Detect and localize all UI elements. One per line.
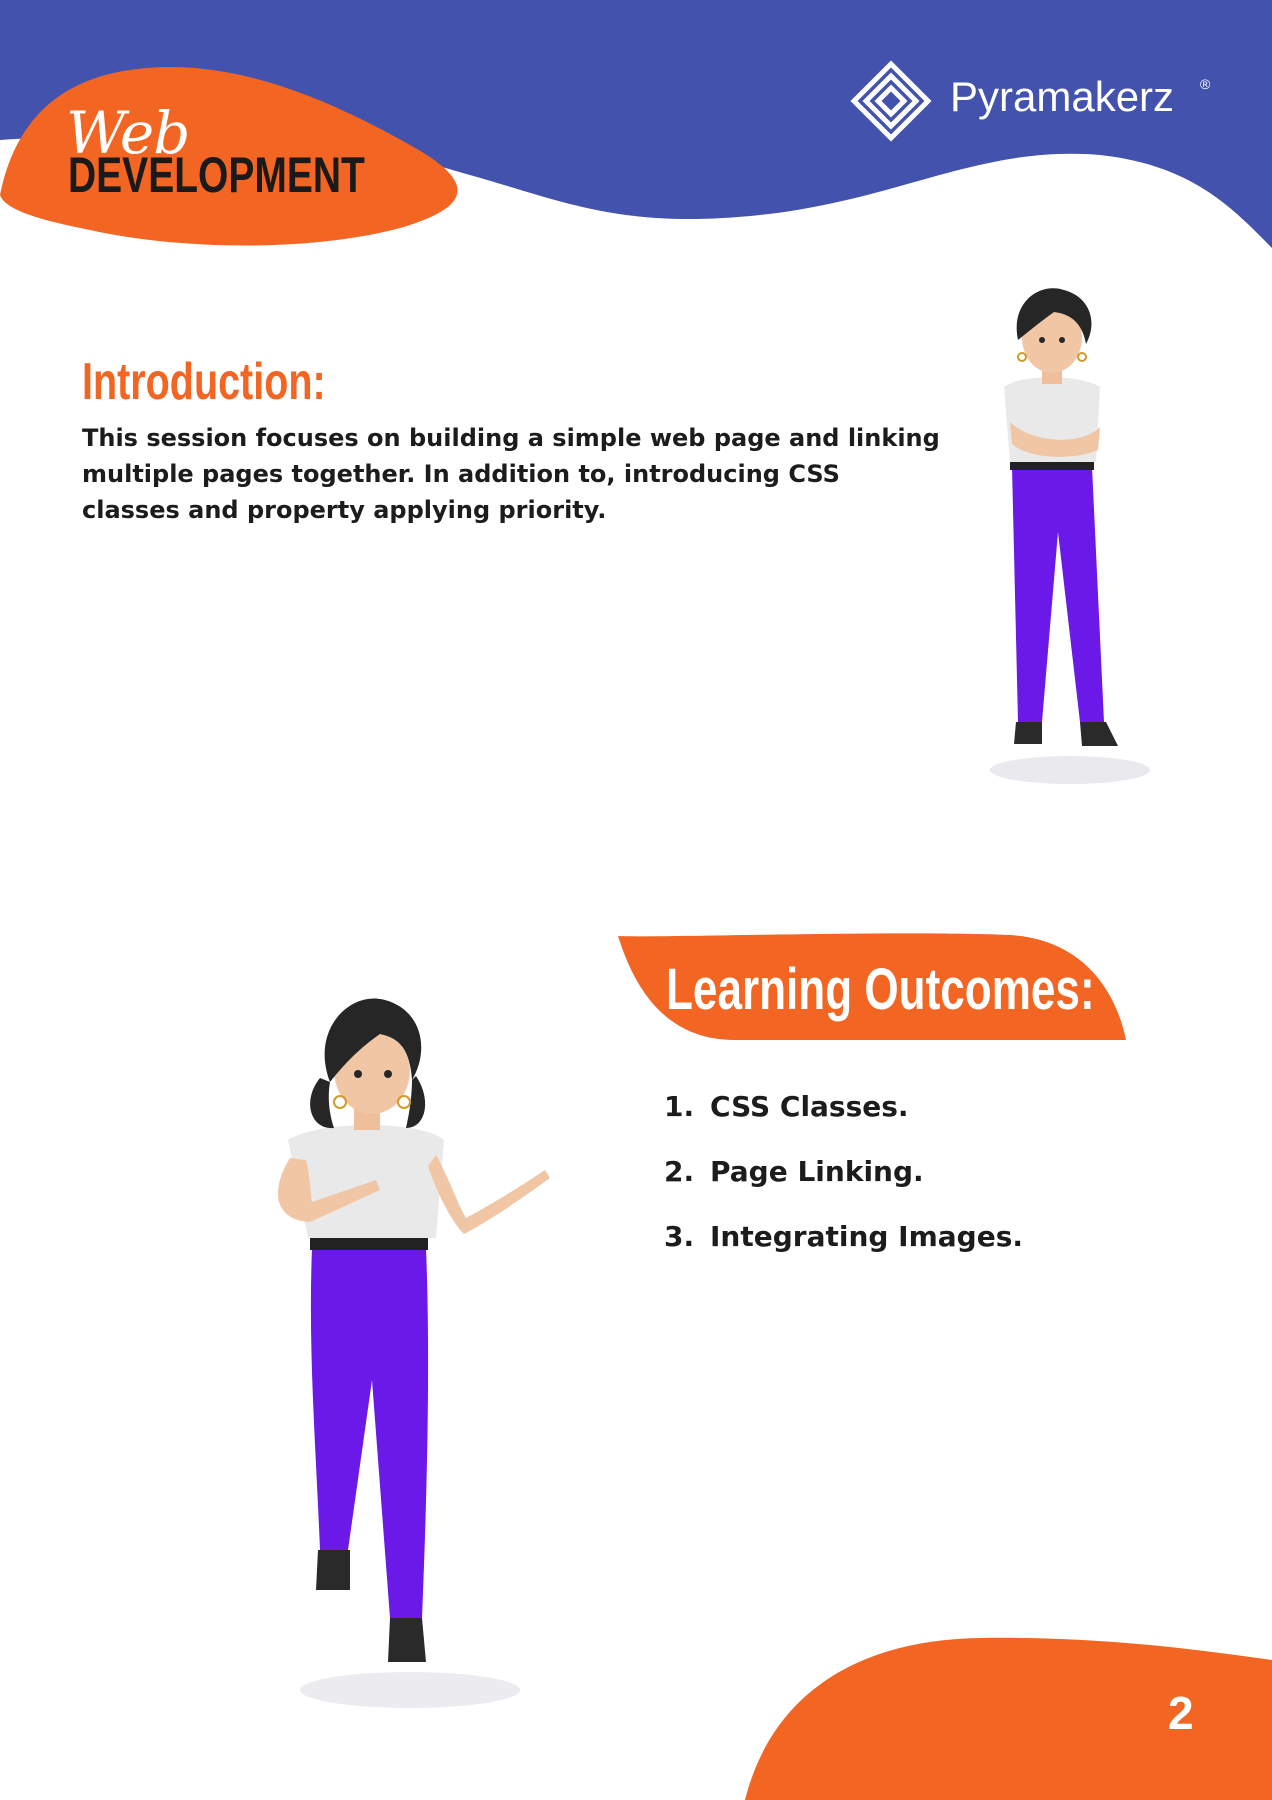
list-item: 2. Page Linking. — [664, 1147, 1023, 1212]
introduction-body: This session focuses on building a simpl… — [82, 424, 940, 524]
outcomes-heading-banner — [618, 933, 1126, 1040]
list-item: 1. CSS Classes. — [664, 1082, 1023, 1147]
footer-orange-blob — [745, 1637, 1272, 1800]
pyramid-maze-logo-icon — [850, 60, 932, 142]
introduction-heading: Introduction: — [82, 353, 326, 411]
header-orange-blob — [0, 67, 458, 246]
list-item-text: CSS Classes. — [710, 1090, 909, 1123]
learning-outcomes-heading: Learning Outcomes: — [666, 957, 1095, 1022]
brand-title: DEVELOPMENT — [68, 147, 365, 203]
list-item-text: Page Linking. — [710, 1155, 924, 1188]
learning-outcomes-list: 1. CSS Classes. 2. Page Linking. 3. Inte… — [664, 1082, 1023, 1277]
list-item-number: 2. — [664, 1155, 695, 1188]
registered-mark: ® — [1200, 76, 1211, 92]
header-blue-wave — [0, 0, 1272, 248]
page-number: 2 — [1168, 1687, 1194, 1739]
standing-woman-illustration — [990, 288, 1150, 784]
list-item: 3. Integrating Images. — [664, 1212, 1023, 1277]
pointing-woman-illustration — [278, 998, 550, 1708]
list-item-number: 1. — [664, 1090, 695, 1123]
list-item-number: 3. — [664, 1220, 695, 1253]
list-item-text: Integrating Images. — [710, 1220, 1024, 1253]
logo-wordmark: Pyramakerz — [950, 73, 1175, 120]
brand-script-title: Web — [66, 99, 190, 167]
